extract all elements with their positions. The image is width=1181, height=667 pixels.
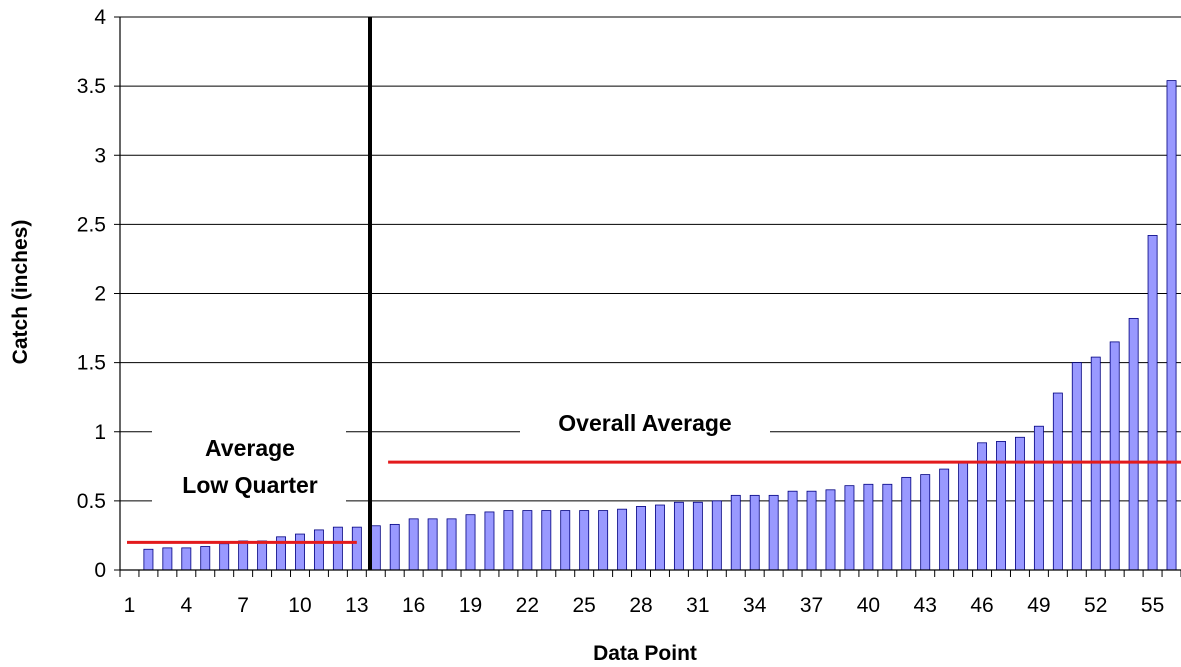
x-tick-label: 46 <box>970 594 993 617</box>
low-quarter-label-bg <box>152 426 346 506</box>
bar <box>617 508 628 571</box>
bar <box>920 474 931 571</box>
overall-average-label: Overall Average <box>558 410 731 436</box>
bar <box>882 483 893 571</box>
x-axis-title: Data Point <box>593 642 697 665</box>
bar <box>787 490 798 571</box>
bar <box>408 518 419 571</box>
x-tick-label: 16 <box>402 594 425 617</box>
bar <box>749 494 760 571</box>
bar <box>806 490 817 571</box>
bar <box>1128 317 1139 571</box>
x-tick-label: 37 <box>800 594 823 617</box>
x-tick-label: 28 <box>629 594 652 617</box>
bar <box>844 485 855 571</box>
bar <box>295 533 305 571</box>
bar <box>636 506 646 571</box>
y-tick-label: 2.5 <box>77 213 106 236</box>
bar <box>503 510 514 571</box>
bar <box>560 510 571 571</box>
bar <box>200 546 211 571</box>
bar <box>673 501 684 571</box>
bar <box>958 461 969 571</box>
y-tick-label: 3 <box>94 144 106 167</box>
bar <box>1147 235 1158 571</box>
y-axis-title: Catch (inches) <box>9 220 32 365</box>
x-tick-label: 43 <box>914 594 937 617</box>
bar <box>1071 362 1082 571</box>
low-quarter-label-line2: Low Quarter <box>182 472 318 498</box>
reference-lines <box>127 17 1181 570</box>
bar <box>768 494 779 571</box>
x-tick-label: 55 <box>1141 594 1164 617</box>
x-tick-label: 40 <box>857 594 880 617</box>
bar <box>655 504 665 571</box>
bar <box>1109 341 1120 571</box>
bar <box>484 511 495 571</box>
y-tick-label: 2 <box>94 283 106 306</box>
bar <box>939 468 950 571</box>
bar <box>1033 425 1044 571</box>
bar <box>579 510 590 571</box>
y-tick-label: 4 <box>94 6 106 29</box>
x-tick-label: 13 <box>345 594 368 617</box>
x-tick-label: 1 <box>124 594 136 617</box>
x-tick-label: 31 <box>686 594 709 617</box>
x-tick-label: 52 <box>1084 594 1107 617</box>
bar <box>598 510 609 571</box>
bar <box>370 525 381 571</box>
bar <box>1052 392 1063 571</box>
overall-average-label-bg <box>520 406 770 440</box>
x-tick-label: 49 <box>1027 594 1050 617</box>
x-tick-label: 7 <box>237 594 249 617</box>
bar <box>219 543 230 571</box>
y-tick-label: 1 <box>94 421 106 444</box>
x-tick-label: 4 <box>180 594 192 617</box>
y-axis-ticks: 0 0.5 1 1.5 2 2.5 3 3.5 4 <box>77 6 120 582</box>
x-axis-ticks: 1 4 7 10 13 16 19 22 25 28 31 34 37 40 43 46 49 52 55 <box>119 570 1181 617</box>
bar <box>465 514 476 571</box>
bar <box>541 510 552 571</box>
bar <box>522 510 533 571</box>
bar <box>692 501 703 571</box>
bar <box>389 523 400 571</box>
y-tick-label: 1.5 <box>77 352 106 375</box>
bar <box>143 548 154 571</box>
bar <box>1166 80 1177 571</box>
x-tick-label: 25 <box>573 594 596 617</box>
bar <box>181 547 192 571</box>
bar <box>1015 436 1025 571</box>
bar <box>901 476 912 571</box>
bar <box>446 518 457 571</box>
bar <box>351 526 362 571</box>
bar <box>711 500 722 571</box>
bar <box>825 489 836 571</box>
bar <box>162 547 173 571</box>
x-tick-label: 34 <box>743 594 767 617</box>
x-tick-label: 22 <box>516 594 539 617</box>
bar <box>332 526 343 571</box>
bar <box>257 540 268 571</box>
bar <box>238 540 249 571</box>
y-tick-label: 0.5 <box>77 490 106 513</box>
low-quarter-label-line1: Average <box>205 435 295 461</box>
bar <box>863 483 874 571</box>
bar <box>730 494 741 571</box>
x-tick-label: 19 <box>459 594 482 617</box>
x-tick-label: 10 <box>288 594 311 617</box>
bar <box>427 518 438 571</box>
y-tick-label: 3.5 <box>77 75 106 98</box>
bar <box>313 529 324 571</box>
y-tick-label: 0 <box>94 559 106 582</box>
